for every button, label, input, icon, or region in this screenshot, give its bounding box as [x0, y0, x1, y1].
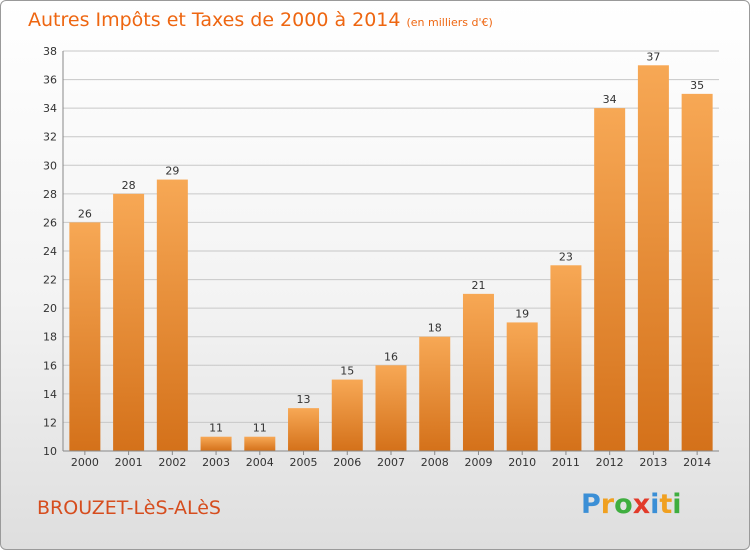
logo-letter: x — [632, 489, 651, 520]
bar-2012 — [594, 108, 626, 452]
x-tick-label: 2002 — [158, 456, 186, 469]
logo-letter: P — [581, 489, 601, 520]
title-unit: (en milliers d'€) — [406, 16, 493, 29]
chart-title: Autres Impôts et Taxes de 2000 à 2014 (en… — [28, 9, 493, 31]
data-label-2009: 21 — [471, 279, 485, 292]
y-tick-label: 20 — [43, 302, 57, 315]
x-tick-label: 2013 — [639, 456, 667, 469]
data-label-2007: 16 — [384, 350, 398, 363]
data-label-2003: 11 — [209, 422, 223, 435]
y-tick-label: 14 — [43, 388, 57, 401]
data-label-2011: 23 — [559, 250, 573, 263]
proxiti-logo: Proxiti — [581, 489, 682, 520]
bar-2013 — [637, 65, 669, 452]
bar-2000 — [69, 222, 101, 451]
x-tick-label: 2011 — [552, 456, 580, 469]
data-label-2012: 34 — [603, 93, 617, 106]
bar-2008 — [419, 336, 451, 451]
x-tick-label: 2000 — [71, 456, 99, 469]
bar-2001 — [113, 193, 145, 451]
data-label-2000: 26 — [78, 207, 92, 220]
y-tick-label: 22 — [43, 274, 57, 287]
x-tick-label: 2007 — [377, 456, 405, 469]
x-tick-label: 2005 — [290, 456, 318, 469]
data-label-2008: 18 — [428, 322, 442, 335]
data-label-2004: 11 — [253, 422, 267, 435]
x-tick-label: 2003 — [202, 456, 230, 469]
y-tick-label: 28 — [43, 188, 57, 201]
y-tick-label: 36 — [43, 74, 57, 87]
bar-2009 — [462, 293, 494, 451]
logo-letter: o — [614, 489, 633, 520]
x-tick-label: 2009 — [464, 456, 492, 469]
y-tick-label: 26 — [43, 216, 57, 229]
y-tick-label: 38 — [43, 45, 57, 58]
bar-2002 — [156, 179, 188, 452]
y-tick-label: 10 — [43, 445, 57, 458]
y-tick-label: 24 — [43, 245, 57, 258]
x-tick-label: 2012 — [596, 456, 624, 469]
data-label-2014: 35 — [690, 79, 704, 92]
y-tick-label: 32 — [43, 131, 57, 144]
data-label-2006: 15 — [340, 365, 354, 378]
y-tick-label: 30 — [43, 159, 57, 172]
bar-2011 — [550, 265, 582, 451]
bar-2007 — [375, 365, 407, 451]
bar-2014 — [681, 93, 713, 451]
location-name: BROUZET-LèS-ALèS — [37, 497, 221, 519]
x-tick-label: 2001 — [115, 456, 143, 469]
bar-2006 — [331, 379, 363, 451]
y-tick-label: 12 — [43, 416, 57, 429]
data-label-2005: 13 — [297, 393, 311, 406]
bar-2005 — [288, 408, 320, 451]
x-tick-label: 2006 — [333, 456, 361, 469]
x-tick-label: 2008 — [421, 456, 449, 469]
logo-letter: i — [672, 489, 682, 520]
logo-letter: i — [650, 489, 660, 520]
data-label-2001: 28 — [122, 179, 136, 192]
x-tick-label: 2010 — [508, 456, 536, 469]
bar-2003 — [200, 436, 232, 451]
logo-letter: t — [659, 489, 673, 520]
x-tick-label: 2004 — [246, 456, 274, 469]
data-label-2013: 37 — [646, 50, 660, 63]
logo-letter: r — [600, 489, 615, 520]
x-tick-label: 2014 — [683, 456, 711, 469]
bar-2004 — [244, 436, 276, 451]
title-text: Autres Impôts et Taxes de 2000 à 2014 — [28, 9, 401, 31]
data-label-2002: 29 — [165, 165, 179, 178]
y-tick-label: 34 — [43, 102, 57, 115]
y-tick-label: 16 — [43, 359, 57, 372]
y-tick-label: 18 — [43, 331, 57, 344]
bar-2010 — [506, 322, 538, 451]
data-label-2010: 19 — [515, 307, 529, 320]
